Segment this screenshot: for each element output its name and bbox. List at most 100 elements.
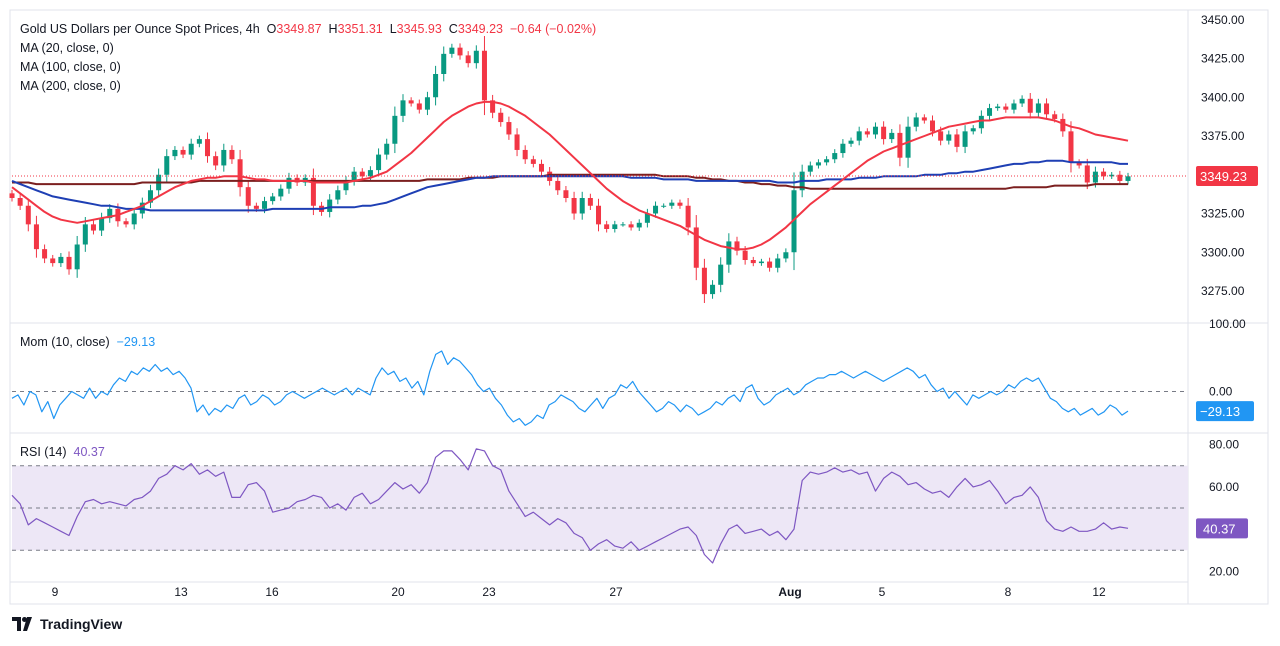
tradingview-logo-icon <box>12 617 32 631</box>
candle-body <box>612 224 618 229</box>
candle-body <box>172 149 178 157</box>
time-tick-label: 16 <box>265 585 279 599</box>
candle-body <box>473 50 479 64</box>
candle-body <box>938 131 944 141</box>
rsi-tick-label: 20.00 <box>1209 564 1239 578</box>
candle-body <box>978 115 984 129</box>
candle-body <box>50 258 56 264</box>
price-tick-label: 3425.00 <box>1201 52 1245 66</box>
ohlc-open: 3349.87 <box>276 22 322 36</box>
candle-body <box>620 224 626 226</box>
candle-body <box>1060 118 1066 132</box>
rsi-value: 40.37 <box>73 445 105 459</box>
candle-body <box>1125 176 1131 181</box>
ohlc-high: 3351.31 <box>337 22 383 36</box>
candle-body <box>604 224 610 229</box>
candle-body <box>710 284 716 295</box>
candle-body <box>1117 174 1123 181</box>
candle-body <box>1027 98 1033 113</box>
candle-body <box>791 190 797 253</box>
candle-body <box>750 260 756 264</box>
candle-body <box>359 171 365 177</box>
candle-body <box>921 117 927 121</box>
mom-legend[interactable]: Mom (10, close) −29.13 <box>20 333 155 352</box>
candle-body <box>1109 174 1115 177</box>
candle-body <box>82 224 88 245</box>
candle-body <box>661 205 667 207</box>
candle-body <box>1035 103 1041 113</box>
candle-body <box>74 244 80 270</box>
rsi-tick-label: 60.00 <box>1209 480 1239 494</box>
rsi-label: RSI (14) <box>20 445 67 459</box>
candle-body <box>718 264 724 285</box>
candle-body <box>310 177 316 206</box>
mom-tick-label: 100.00 <box>1209 317 1246 331</box>
time-tick-label: 23 <box>482 585 496 599</box>
ma20-line <box>11 100 1129 251</box>
candle-body <box>253 205 259 209</box>
candle-body <box>987 108 993 116</box>
price-tick-label: 3275.00 <box>1201 284 1245 298</box>
candle-body <box>90 224 96 231</box>
mom-tick-label: 0.00 <box>1209 385 1233 399</box>
candle-body <box>530 159 536 164</box>
ma200-line <box>12 173 1128 190</box>
candle-body <box>555 180 561 191</box>
candle-body <box>131 213 137 225</box>
candle-body <box>213 156 219 166</box>
time-tick-label: 9 <box>52 585 59 599</box>
tradingview-logo[interactable]: TradingView <box>12 616 122 632</box>
candle-body <box>245 187 251 206</box>
candle-body <box>1101 171 1107 177</box>
candle-body <box>628 224 634 228</box>
candle-body <box>726 241 732 265</box>
candle-body <box>196 139 202 144</box>
candle-body <box>889 132 895 140</box>
candle-body <box>335 190 341 200</box>
candle-body <box>481 50 487 101</box>
candle-body <box>824 159 830 163</box>
candle-body <box>286 177 292 189</box>
rsi-tick-label: 80.00 <box>1209 438 1239 452</box>
price-tick-label: 3375.00 <box>1201 129 1245 143</box>
price-tick-label: 3400.00 <box>1201 90 1245 104</box>
candle-body <box>571 198 577 214</box>
candle-body <box>1092 171 1098 183</box>
time-tick-label: Aug <box>778 585 801 599</box>
candle-body <box>815 162 821 166</box>
rsi-legend[interactable]: RSI (14) 40.37 <box>20 443 105 462</box>
candle-body <box>848 140 854 144</box>
candle-body <box>229 149 235 160</box>
ma20-legend[interactable]: MA (20, close, 0) <box>20 41 114 55</box>
candle-body <box>596 205 602 225</box>
candle-body <box>995 106 1001 109</box>
candle-body <box>384 143 390 155</box>
candle-body <box>433 74 439 98</box>
candle-body <box>775 258 781 268</box>
ohlc-change: −0.64 (−0.02%) <box>509 22 597 36</box>
candle-body <box>457 47 463 56</box>
ma100-legend[interactable]: MA (100, close, 0) <box>20 60 121 74</box>
candle-body <box>441 53 447 74</box>
candle-body <box>954 134 960 147</box>
time-tick-label: 12 <box>1092 585 1106 599</box>
candle-body <box>970 128 976 132</box>
candle-body <box>644 213 650 223</box>
candle-body <box>327 199 333 212</box>
candle-body <box>9 193 15 198</box>
candle-body <box>1068 131 1074 163</box>
candle-body <box>1084 165 1090 183</box>
chart-legend: Gold US Dollars per Ounce Spot Prices, 4… <box>20 20 596 96</box>
candle-body <box>962 131 968 147</box>
ma200-legend[interactable]: MA (200, close, 0) <box>20 79 121 93</box>
candle-body <box>42 249 48 259</box>
candle-body <box>1019 98 1025 104</box>
candle-body <box>180 149 186 155</box>
candle-body <box>506 122 512 135</box>
chart-title: Gold US Dollars per Ounce Spot Prices, 4… <box>20 22 260 36</box>
candle-body <box>881 126 887 140</box>
mom-badge-text: −29.13 <box>1200 404 1240 419</box>
candle-body <box>913 117 919 127</box>
candle-body <box>563 190 569 198</box>
